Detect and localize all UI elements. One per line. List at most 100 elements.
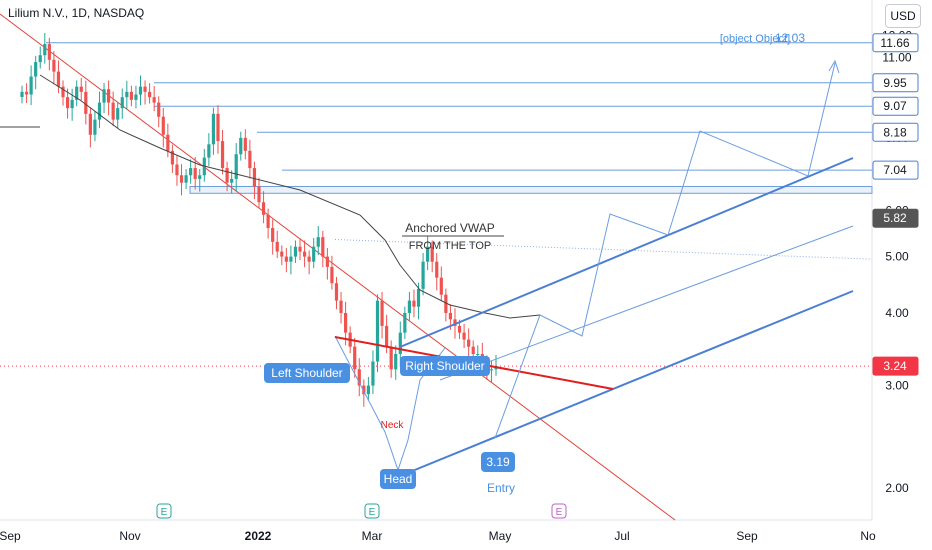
candle-21 xyxy=(116,108,120,120)
candle-78 xyxy=(375,300,380,362)
candle-96 xyxy=(457,325,462,333)
candle-8 xyxy=(56,71,61,87)
channel-lower xyxy=(399,290,854,477)
candle-12 xyxy=(75,86,79,100)
candle-38 xyxy=(193,168,197,179)
candle-43 xyxy=(216,113,220,142)
candle-23 xyxy=(125,91,129,98)
candles xyxy=(20,32,498,407)
supply-zone xyxy=(189,185,873,194)
candle-7 xyxy=(52,59,56,72)
candle-74 xyxy=(357,369,361,386)
candle-89 xyxy=(426,246,430,262)
candle-97 xyxy=(462,332,466,340)
candle-99 xyxy=(471,346,475,354)
entry-price-label: 3.19 xyxy=(486,455,510,469)
target-value: 12.03 xyxy=(775,31,805,45)
candle-63 xyxy=(307,256,311,262)
price-badge-1 xyxy=(872,73,919,93)
y-tick-label-1: 3.00 xyxy=(885,379,909,393)
price-badge-label-5: 5.82 xyxy=(883,211,907,225)
candle-25 xyxy=(134,94,138,100)
candle-37 xyxy=(189,168,193,176)
x-tick-label-4: May xyxy=(489,529,512,543)
candle-24 xyxy=(129,91,133,100)
x-tick-label-5: Jul xyxy=(614,529,629,543)
candle-36 xyxy=(184,175,188,183)
candle-59 xyxy=(289,256,293,262)
right-shoulder-label: Right Shoulder xyxy=(405,359,484,373)
neck-label: Neck xyxy=(381,420,405,431)
candle-44 xyxy=(220,141,225,169)
candle-91 xyxy=(435,261,439,278)
candle-52 xyxy=(257,186,261,203)
price-badge-label-6: 3.24 xyxy=(883,359,907,373)
candle-94 xyxy=(448,312,453,320)
candle-46 xyxy=(230,178,234,183)
earnings-marker-label-0: E xyxy=(161,507,168,518)
price-badge-label-2: 9.07 xyxy=(883,99,907,113)
candle-80 xyxy=(385,325,389,347)
price-badge-4 xyxy=(872,160,919,180)
candle-15 xyxy=(88,113,92,135)
candle-34 xyxy=(175,164,179,176)
candle-45 xyxy=(225,168,229,183)
target-label: [object Object] xyxy=(720,33,790,45)
price-badge-5 xyxy=(872,208,919,228)
candle-48 xyxy=(239,137,243,155)
entry-label: Entry xyxy=(487,481,515,495)
candle-71 xyxy=(343,312,348,333)
candle-13 xyxy=(79,86,83,92)
candle-65 xyxy=(316,237,320,247)
projection-arrowhead xyxy=(828,59,840,74)
candle-75 xyxy=(362,385,366,395)
candle-32 xyxy=(166,134,170,151)
candle-61 xyxy=(298,246,302,252)
candle-98 xyxy=(467,339,471,347)
candle-14 xyxy=(84,91,88,114)
candle-84 xyxy=(403,312,407,333)
candle-58 xyxy=(284,256,288,262)
price-badge-2 xyxy=(872,96,919,116)
candle-100 xyxy=(476,353,480,355)
candle-68 xyxy=(330,266,334,284)
candle-86 xyxy=(412,300,416,307)
left-shoulder-label: Left Shoulder xyxy=(271,366,342,380)
price-badge-label-4: 7.04 xyxy=(883,163,907,177)
candle-87 xyxy=(416,288,421,307)
candle-57 xyxy=(280,251,284,257)
vwap-label-2: FROM THE TOP xyxy=(409,240,492,252)
candle-92 xyxy=(439,277,443,295)
candle-27 xyxy=(143,86,147,92)
candle-70 xyxy=(339,300,343,313)
price-badge-label-3: 8.18 xyxy=(883,125,907,139)
candle-55 xyxy=(271,227,275,242)
price-badge-3 xyxy=(872,122,919,142)
candle-64 xyxy=(312,246,316,262)
symbol-title: Lilium N.V., 1D, NASDAQ xyxy=(8,6,145,20)
earnings-marker-1 xyxy=(364,503,380,519)
candle-93 xyxy=(444,294,448,313)
earnings-marker-2 xyxy=(551,503,567,519)
candle-41 xyxy=(207,144,211,158)
candle-5 xyxy=(43,44,47,56)
candle-9 xyxy=(61,86,65,98)
candle-69 xyxy=(334,283,339,301)
candle-17 xyxy=(97,102,102,120)
x-tick-label-6: Sep xyxy=(736,529,758,543)
x-tick-label-1: Nov xyxy=(119,529,140,543)
candle-31 xyxy=(161,116,165,135)
vwap-label-1: Anchored VWAP xyxy=(405,221,495,235)
left-shoulder-label-bg xyxy=(264,363,350,383)
head-label: Head xyxy=(384,472,413,486)
x-tick-label-7: No xyxy=(860,529,876,543)
candle-10 xyxy=(65,97,70,109)
price-badge-6 xyxy=(872,356,919,376)
currency-button[interactable]: USD xyxy=(885,4,921,28)
candle-85 xyxy=(407,300,412,313)
candle-73 xyxy=(353,346,357,370)
candle-83 xyxy=(398,332,402,354)
candle-60 xyxy=(293,246,298,257)
